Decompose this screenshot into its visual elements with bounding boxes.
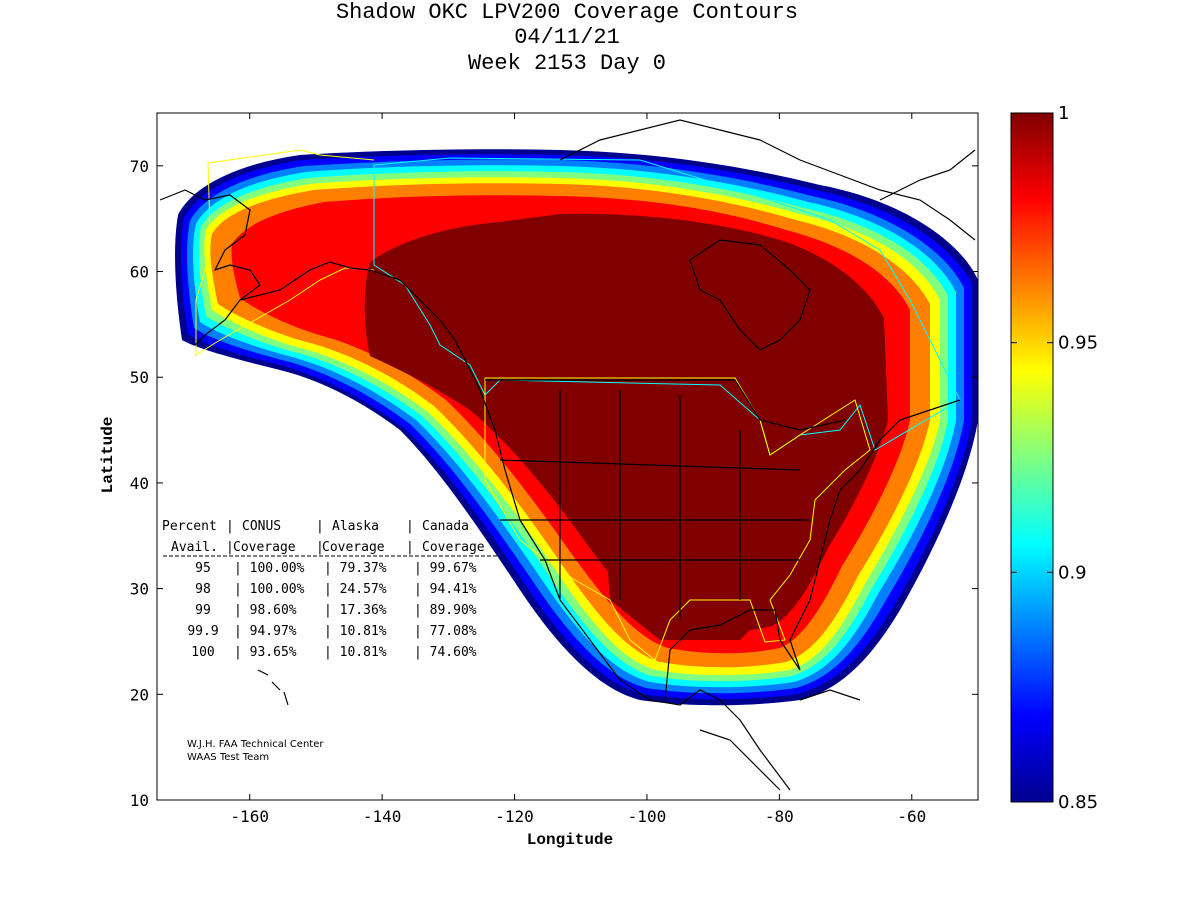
y-tick-label: 60 — [130, 263, 149, 282]
table-header-canada: Canada — [422, 519, 469, 534]
chart-date: 04/11/21 — [514, 25, 620, 50]
svg-text:|: | — [226, 540, 234, 555]
x-tick-label: -60 — [897, 807, 926, 826]
table-cell: | 10.81% — [324, 624, 387, 639]
region-outlines — [195, 149, 961, 661]
y-tick-label: 20 — [130, 685, 149, 704]
table-cell: | 17.36% — [324, 603, 387, 618]
credit-line-1: W.J.H. FAA Technical Center — [187, 739, 324, 750]
svg-text:|: | — [406, 540, 414, 555]
colorbar-tick-label: 0.9 — [1058, 562, 1087, 583]
svg-text:|: | — [316, 519, 324, 534]
colorbar — [1010, 112, 1054, 803]
x-axis-ticks: -160 -140 -120 -100 -80 -60 — [230, 113, 926, 826]
colorbar-tick-label: 1 — [1058, 103, 1069, 124]
svg-text:|: | — [316, 540, 324, 555]
y-tick-label: 70 — [130, 157, 149, 176]
y-tick-label: 10 — [130, 791, 149, 810]
coverage-contours — [175, 149, 978, 706]
contour-band-1-00 — [364, 213, 888, 633]
table-cell: | 93.65% — [234, 645, 297, 660]
table-subheader-avail: Avail. — [171, 540, 218, 555]
table-cell: | 79.37% — [324, 561, 387, 576]
table-cell: 99 — [195, 603, 211, 618]
table-subheader-canada: Coverage — [422, 540, 485, 555]
table-cell: | 24.57% — [324, 582, 387, 597]
colorbar-ticks: 1 0.95 0.9 0.85 — [1011, 103, 1098, 813]
colorbar-tick-label: 0.85 — [1058, 792, 1098, 813]
x-tick-label: -120 — [495, 807, 534, 826]
table-cell: | 98.60% — [234, 603, 297, 618]
coastlines — [159, 119, 976, 791]
table-cell: 100 — [191, 645, 214, 660]
x-axis-label: Longitude — [527, 831, 613, 849]
table-subheader-conus: Coverage — [233, 540, 296, 555]
y-axis-label: Latitude — [99, 417, 117, 494]
contour-band-1-00-b — [604, 520, 780, 640]
table-header-conus: CONUS — [242, 519, 281, 534]
table-cell: | 74.60% — [414, 645, 477, 660]
chart-week-day: Week 2153 Day 0 — [467, 51, 667, 76]
plot-frame — [156, 112, 979, 801]
table-cell: | 10.81% — [324, 645, 387, 660]
conus-outline — [484, 377, 871, 661]
table-cell: | 100.00% — [234, 582, 305, 597]
table-cell: | 100.00% — [234, 561, 305, 576]
table-cell: 95 — [195, 561, 211, 576]
svg-text:|: | — [406, 519, 414, 534]
y-tick-label: 50 — [130, 368, 149, 387]
table-cell: | 94.97% — [234, 624, 297, 639]
table-cell: | 89.90% — [414, 603, 477, 618]
y-axis-ticks: 10 20 30 40 50 60 70 — [130, 157, 978, 810]
alaska-outline — [195, 149, 375, 356]
x-tick-label: -160 — [230, 807, 269, 826]
x-tick-label: -100 — [628, 807, 667, 826]
svg-text:|: | — [226, 519, 234, 534]
x-tick-label: -140 — [363, 807, 402, 826]
table-subheader-alaska: Coverage — [322, 540, 385, 555]
table-cell: | 99.67% — [414, 561, 477, 576]
table-header-percent: Percent — [162, 519, 217, 534]
table-header-alaska: Alaska — [332, 519, 379, 534]
availability-table: Percent | CONUS | Alaska | Canada Avail.… — [162, 519, 500, 660]
table-rows: 95 | 100.00% | 79.37% | 99.67% 98 | 100.00% | … — [187, 561, 476, 660]
x-tick-label: -80 — [765, 807, 794, 826]
y-tick-label: 40 — [130, 474, 149, 493]
chart-title: Shadow OKC LPV200 Coverage Contours — [335, 0, 799, 25]
table-cell: | 77.08% — [414, 624, 477, 639]
plot-area — [157, 113, 978, 800]
table-cell: | 94.41% — [414, 582, 477, 597]
table-cell: 98 — [195, 582, 211, 597]
credit-line-2: WAAS Test Team — [187, 752, 269, 763]
colorbar-tick-label: 0.95 — [1058, 333, 1098, 354]
table-cell: 99.9 — [187, 624, 218, 639]
y-tick-label: 30 — [130, 580, 149, 599]
